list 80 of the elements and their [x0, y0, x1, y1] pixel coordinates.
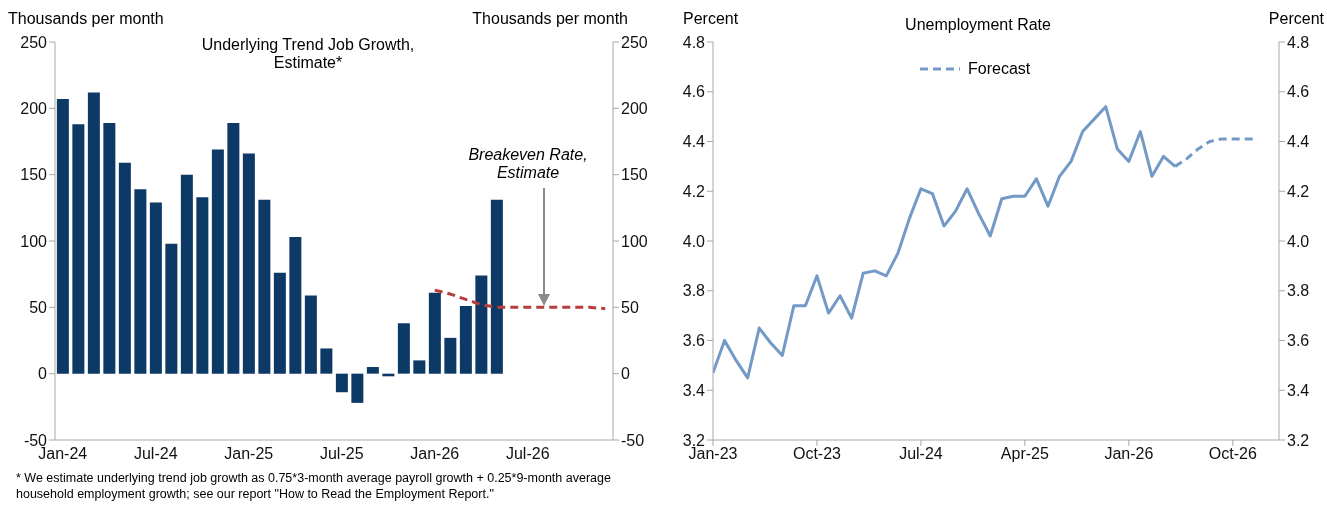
bar	[258, 199, 271, 374]
x-tick-label: Apr-25	[1000, 445, 1049, 463]
y-tick-label: 4.8	[682, 33, 706, 51]
x-tick-label: Jan-25	[224, 445, 274, 463]
y-axis-title: Thousands per month	[8, 10, 164, 28]
bar	[289, 237, 302, 374]
bar	[87, 92, 100, 374]
bar	[211, 149, 224, 374]
y2-tick-label: 4.8	[1287, 33, 1310, 51]
bar	[149, 202, 162, 374]
y-tick-label: 150	[20, 166, 48, 184]
text: * We estimate underlying trend job growth as 0.75*3-month average payroll growth + 0.25*9-month average household employment growth; see our report "How to Read the Employment Report."	[16, 470, 612, 502]
bar	[103, 122, 116, 374]
y-tick-label: 250	[20, 33, 48, 51]
line-series	[433, 288, 607, 311]
y-tick-label: 200	[20, 100, 48, 118]
y2-tick-label: 4.4	[1287, 133, 1310, 151]
y2-tick-label: 4.2	[1287, 182, 1310, 200]
bar	[320, 348, 333, 374]
y2-tick-label: 3.6	[1287, 332, 1310, 350]
bar	[165, 243, 178, 374]
bar	[366, 367, 379, 374]
bar	[196, 197, 209, 374]
bar	[351, 373, 364, 403]
y-tick-label: 3.8	[682, 282, 706, 300]
bar	[134, 189, 147, 374]
y-tick-label: 4.2	[682, 182, 706, 200]
x-tick-label: Jul-24	[133, 445, 178, 463]
bar	[459, 306, 472, 374]
annotation: Breakeven Rate, Estimate	[467, 146, 589, 182]
y2-tick-label: 100	[621, 232, 648, 250]
bar	[72, 124, 85, 374]
bar	[475, 275, 488, 374]
y2-tick-label: 4.6	[1287, 83, 1310, 101]
x-tick-label: Jul-24	[899, 445, 943, 463]
y2-tick-label: 3.8	[1287, 282, 1310, 300]
x-tick-label: Oct-26	[1208, 445, 1257, 463]
x-tick-label: Oct-23	[792, 445, 842, 463]
y2-tick-label: 0	[621, 365, 630, 383]
y-tick-label: 4.6	[682, 83, 706, 101]
bar	[444, 337, 457, 374]
y2-tick-label: 3.4	[1287, 381, 1310, 399]
y2-axis-title: Thousands per month	[472, 10, 628, 28]
x-tick-label: Jul-26	[505, 445, 550, 463]
bar	[428, 292, 441, 374]
y2-tick-label: 250	[621, 33, 648, 51]
legend-label: Forecast	[968, 60, 1031, 78]
y2-tick-label: -50	[621, 431, 645, 449]
bar	[413, 360, 426, 374]
x-tick-label: Jan-23	[688, 445, 738, 463]
y2-tick-label: 50	[621, 299, 639, 317]
chart-title: Underlying Trend Job Growth, Estimate*	[200, 36, 416, 72]
x-tick-label: Jan-26	[1104, 445, 1154, 463]
y-tick-label: 4.0	[682, 232, 706, 250]
y2-tick-label: 4.0	[1287, 232, 1310, 250]
y2-tick-label: 200	[621, 100, 648, 118]
bar	[304, 295, 317, 374]
bar	[227, 122, 240, 374]
y-tick-label: 3.4	[682, 381, 706, 399]
bar	[397, 323, 410, 374]
bar	[56, 99, 69, 374]
bar	[242, 153, 255, 374]
bar	[335, 373, 348, 393]
chart-title: Unemployment Rate	[904, 16, 1052, 34]
y-tick-label: 3.6	[682, 332, 706, 350]
x-tick-label: Jan-26	[410, 445, 460, 463]
y-tick-label: 4.4	[682, 133, 706, 151]
y-tick-label: 50	[29, 299, 48, 317]
x-tick-label: Jul-25	[319, 445, 364, 463]
bar	[490, 199, 503, 374]
y-tick-label: 0	[38, 365, 48, 383]
y2-tick-label: 3.2	[1287, 431, 1310, 449]
bar	[273, 272, 286, 374]
y-axis-title: Percent	[683, 10, 739, 28]
x-tick-label: Jan-24	[38, 445, 88, 463]
y2-axis-title: Percent	[1268, 10, 1324, 28]
bar	[118, 162, 131, 374]
y-tick-label: 100	[20, 232, 48, 250]
bar	[180, 174, 193, 374]
y2-tick-label: 150	[621, 166, 648, 184]
